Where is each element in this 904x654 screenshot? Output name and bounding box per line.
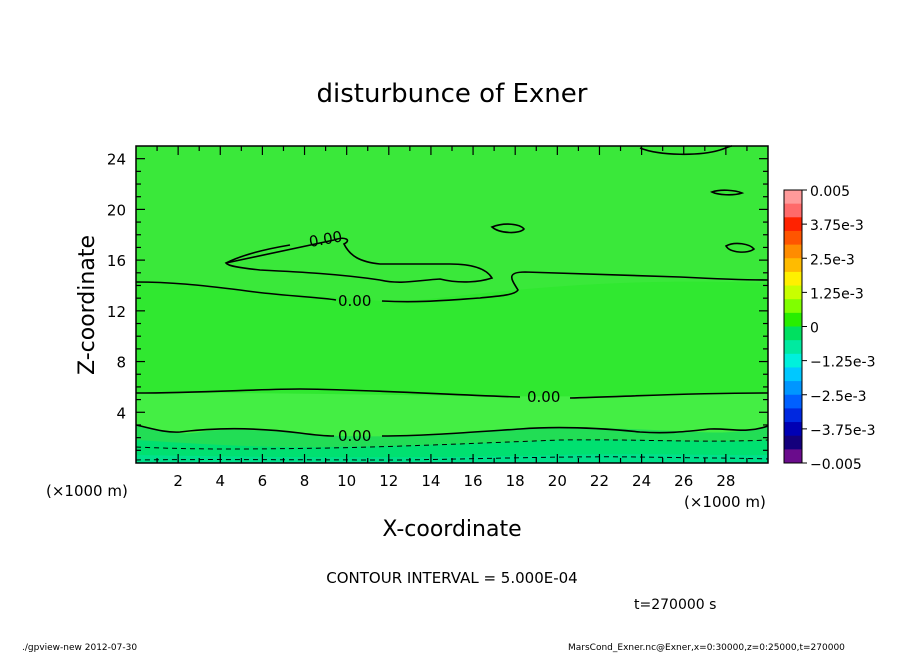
colorbar-swatch [784,312,802,327]
colorbar-label: −3.75e-3 [810,423,875,439]
colorbar-swatch [784,244,802,259]
colorbar: 0.005 3.75e-3 2.5e-3 1.25e-3 0 −1.25e-3 −2.5e-… [783,184,875,473]
contour-line-negative [135,439,769,450]
chart-title: disturbunce of Exner [317,79,588,109]
y-tick-label: 4 [116,404,126,422]
contour-label: 0.00 [308,227,344,251]
y-tick-label: 8 [116,354,126,372]
colorbar-swatch [784,340,802,355]
y-axis: 4 8 12 16 20 24 [107,151,768,451]
x-tick-label: 8 [300,472,310,490]
colorbar-label: 3.75e-3 [810,218,864,234]
contour-line [724,242,756,253]
colorbar-swatch [784,271,802,287]
x-tick-label: 22 [590,472,609,490]
colorbar-swatch [784,190,802,205]
x-tick-label: 10 [337,472,356,490]
colorbar-swatch [784,435,802,450]
contour-line [135,424,769,437]
colorbar-swatch [784,367,802,382]
colorbar-swatch [784,326,802,341]
y-tick-label: 16 [107,252,126,270]
x-tick-label: 4 [215,472,225,490]
x-tick-label: 28 [716,472,735,490]
colorbar-label: 1.25e-3 [810,286,864,302]
field-upper-region [136,146,768,302]
y-tick-label: 24 [107,151,126,169]
x-unit-left: (×1000 m) [46,482,128,500]
colorbar-label: −0.005 [810,457,862,473]
contour-line [135,388,769,399]
x-tick-label: 14 [421,472,440,490]
colorbar-swatch [784,408,802,423]
colorbar-label: −2.5e-3 [810,389,867,405]
x-axis-label: X-coordinate [382,517,521,542]
footer-left: ./gpview-new 2012-07-30 [22,643,137,653]
x-tick-label: 20 [548,472,567,490]
x-tick-label: 16 [464,472,483,490]
x-tick-label: 6 [258,472,268,490]
contour-line [224,237,494,283]
colorbar-swatch [784,381,802,396]
colorbar-swatch [784,353,802,368]
plot-area: 0.00 0.00 0.00 0.00 [135,145,769,464]
footer-right: MarsCond_Exner.nc@Exner,x=0:30000,z=0:25… [568,643,845,653]
colorbar-swatch [784,230,802,246]
contour-line [135,281,337,301]
colorbar-swatch [784,258,802,273]
y-axis-label: Z-coordinate [75,235,100,375]
y-tick-label: 20 [107,201,126,219]
colorbar-label: 2.5e-3 [810,252,855,268]
x-axis: 2 4 6 8 10 12 14 16 18 20 22 24 26 28 [156,146,748,490]
colorbar-swatch [784,217,802,232]
contour-lines [135,145,769,437]
x-tick-label: 24 [632,472,651,490]
contour-interval: CONTOUR INTERVAL = 5.000E-04 [326,569,577,587]
contour-line [381,271,769,303]
contour-line [709,189,745,196]
colorbar-label: −1.25e-3 [810,355,875,371]
negative-contours [135,439,769,461]
colorbar-swatch [784,394,802,409]
colorbar-swatch [784,285,802,300]
y-tick-label: 12 [107,303,126,321]
x-tick-label: 12 [379,472,398,490]
contour-line-negative [135,456,769,461]
x-tick-label: 2 [173,472,183,490]
time-label: t=270000 s [634,597,716,613]
contour-line [490,223,526,234]
colorbar-label: 0.005 [810,184,850,200]
contour-label: 0.00 [338,427,371,445]
contour-label: 0.00 [527,388,560,406]
colorbar-swatch [784,203,802,218]
colorbar-swatch [784,299,802,314]
x-tick-label: 18 [506,472,525,490]
colorbar-swatch [784,422,802,437]
x-unit-right: (×1000 m) [684,493,766,511]
colorbar-swatch [784,449,802,464]
contour-label: 0.00 [338,292,371,310]
x-tick-label: 26 [674,472,693,490]
colorbar-label: 0 [810,321,819,337]
